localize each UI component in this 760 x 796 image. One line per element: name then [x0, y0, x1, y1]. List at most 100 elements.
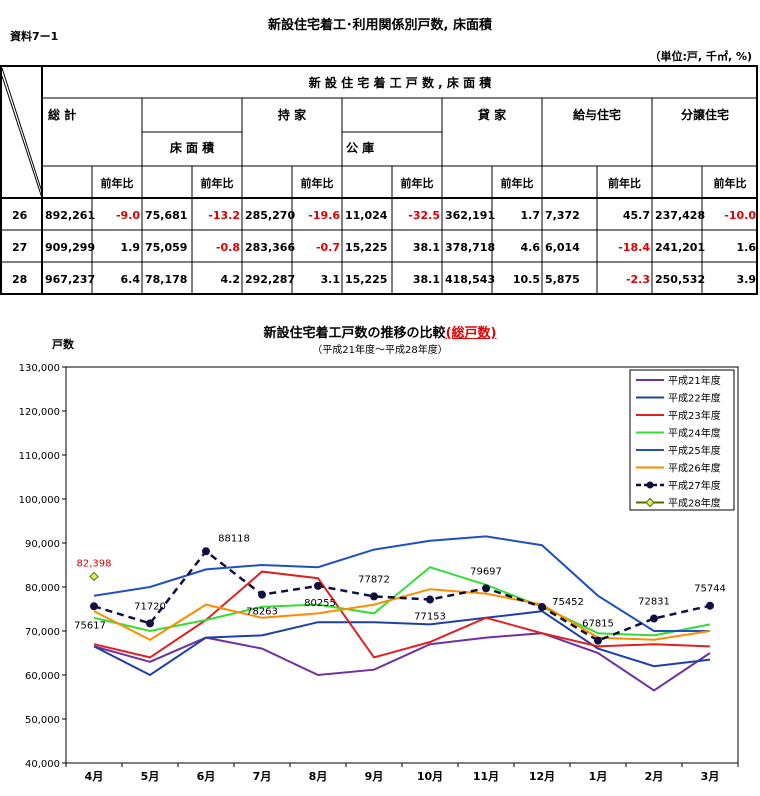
- cell-floor: 75,681: [145, 209, 187, 222]
- legend-swatch-marker: [645, 497, 655, 508]
- data-label: 88118: [218, 533, 250, 544]
- y-tick-label: 90,000: [25, 539, 60, 550]
- cell-company-yoy: -2.3: [626, 273, 650, 286]
- table-frame: [0, 65, 758, 295]
- legend-label: 平成25年度: [668, 444, 721, 457]
- data-point-marker: [258, 590, 266, 599]
- cell-floor: 75,059: [145, 241, 187, 254]
- header-floor-area: 床 面 積: [170, 140, 215, 155]
- cell-total: 909,299: [45, 241, 95, 254]
- row-year: 26: [12, 209, 28, 222]
- cell-sale-yoy: 3.9: [737, 273, 757, 286]
- y-tick-label: 120,000: [19, 407, 60, 418]
- legend-label: 平成28年度: [668, 497, 721, 510]
- cell-public-yoy: 38.1: [413, 241, 440, 254]
- series-line-2: [93, 570, 711, 659]
- data-point-marker: [314, 581, 322, 590]
- header-rental: 貸 家: [478, 107, 507, 122]
- cell-owned: 292,287: [245, 273, 295, 286]
- cell-company-yoy: -18.4: [618, 241, 650, 254]
- header-yoy: 前年比: [501, 176, 534, 190]
- cell-floor-yoy: -0.8: [216, 241, 240, 254]
- cell-floor: 78,178: [145, 273, 187, 286]
- series-line-6: [93, 549, 711, 642]
- header-yoy: 前年比: [608, 176, 641, 190]
- chart-title-emphasis: (総戸数): [445, 326, 497, 341]
- corner-diagonal: [1, 67, 43, 199]
- table-banner: 新 設 住 宅 着 工 戸 数 , 床 面 積: [309, 75, 493, 90]
- cell-rental-yoy: 1.7: [521, 209, 541, 222]
- cell-public: 15,225: [345, 273, 387, 286]
- cell-company-yoy: 45.7: [623, 209, 650, 222]
- data-point-marker: [202, 547, 210, 556]
- y-tick-label: 40,000: [25, 759, 60, 770]
- y-tick-label: 100,000: [19, 495, 60, 506]
- x-tick-label: 5月: [141, 770, 160, 783]
- x-tick-label: 3月: [701, 770, 720, 783]
- cell-floor-yoy: 4.2: [221, 273, 241, 286]
- data-point-marker: [146, 619, 154, 628]
- legend-label: 平成22年度: [668, 392, 721, 405]
- y-tick-label: 110,000: [19, 451, 60, 462]
- header-owned: 持 家: [278, 107, 307, 122]
- header-public: 公 庫: [346, 140, 374, 155]
- cell-owned: 285,270: [245, 209, 295, 222]
- row-year: 27: [12, 241, 27, 254]
- series-line-4: [93, 535, 710, 632]
- chart-title-main: 新設住宅着工戸数の推移の比較: [263, 326, 446, 341]
- cell-rental-yoy: 10.5: [513, 273, 540, 286]
- x-tick-label: 12月: [529, 770, 555, 783]
- cell-owned: 283,366: [245, 241, 295, 254]
- x-tick-label: 9月: [365, 770, 384, 783]
- cell-company: 6,014: [545, 241, 580, 254]
- header-for-sale: 分譲住宅: [681, 107, 729, 122]
- x-tick-label: 2月: [645, 770, 664, 783]
- header-yoy: 前年比: [714, 176, 747, 190]
- x-tick-label: 11月: [473, 770, 499, 783]
- x-tick-label: 7月: [253, 770, 272, 783]
- cell-sale-yoy: 1.6: [737, 241, 757, 254]
- y-tick-label: 50,000: [25, 715, 60, 726]
- cell-total-yoy: 6.4: [121, 273, 141, 286]
- x-tick-label: 8月: [309, 770, 328, 783]
- data-label: 77872: [358, 574, 390, 585]
- legend-label: 平成26年度: [668, 462, 721, 475]
- legend-label: 平成27年度: [668, 479, 721, 492]
- line-chart: 戸数 40,000 50,000 60,000 70,000 80,000 90,000 10…: [19, 337, 739, 783]
- cell-rental-yoy: 4.6: [521, 241, 541, 254]
- data-point-marker: [370, 592, 378, 601]
- series-line-1: [93, 610, 711, 677]
- cell-sale-yoy: -10.0: [724, 209, 756, 222]
- cell-total: 967,237: [45, 273, 95, 286]
- data-point-marker: [706, 601, 714, 610]
- y-tick-label: 130,000: [19, 363, 60, 374]
- cell-owned-yoy: 3.1: [321, 273, 341, 286]
- y-tick-label: 70,000: [25, 627, 60, 638]
- cell-owned-yoy: -19.6: [308, 209, 340, 222]
- unit-note: （単位:戸, 千㎡, %): [649, 50, 752, 63]
- series-line-0: [93, 632, 711, 692]
- cell-floor-yoy: -13.2: [208, 209, 240, 222]
- cell-sale: 241,201: [655, 241, 705, 254]
- cell-public: 15,225: [345, 241, 387, 254]
- x-tick-label: 10月: [417, 770, 443, 783]
- chart-subtitle: （平成21年度～平成28年度）: [312, 345, 448, 356]
- header-yoy: 前年比: [401, 176, 434, 190]
- data-label: 80255: [304, 598, 336, 609]
- header-company-housing: 給与住宅: [573, 107, 621, 122]
- chart-title: 新設住宅着工戸数の推移の比較(総戸数): [0, 322, 760, 341]
- header-total: 総 計: [48, 107, 76, 122]
- header-yoy: 前年比: [101, 176, 134, 190]
- data-label: 72831: [638, 597, 670, 608]
- data-point-marker: [538, 603, 546, 612]
- data-point-marker: [90, 602, 98, 611]
- data-label: 75452: [552, 597, 584, 608]
- cell-public: 11,024: [345, 209, 388, 222]
- row-year: 28: [12, 273, 27, 286]
- cell-public-yoy: -32.5: [408, 209, 440, 222]
- series-line-3: [93, 566, 711, 637]
- y-tick-label: 60,000: [25, 671, 60, 682]
- data-label: 82,398: [77, 558, 112, 569]
- cell-company: 7,372: [545, 209, 580, 222]
- cell-sale: 250,532: [655, 273, 705, 286]
